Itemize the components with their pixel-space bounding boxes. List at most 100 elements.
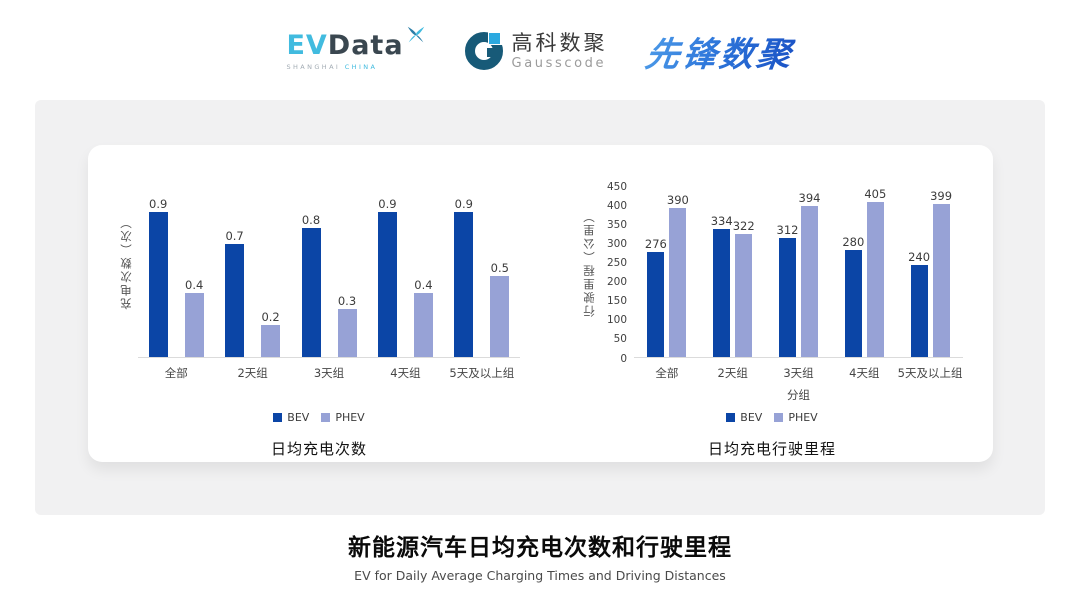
bar-bev (910, 265, 928, 357)
x-axis-categories: 全部 2天组 3天组 4天组 5天及以上组 (138, 365, 520, 384)
y-tick-label: 400 (606, 199, 627, 212)
legend-marker-bev (273, 412, 283, 422)
bar-bev (713, 229, 731, 357)
x-category-label: 3天组 (783, 366, 814, 380)
legend-label: BEV (287, 410, 310, 424)
gausscode-name-cn: 高科数聚 (511, 30, 608, 55)
legend-item: PHEV (321, 410, 365, 426)
y-tick-label: 350 (606, 218, 627, 231)
bar-with-label: 280 (842, 234, 865, 357)
bar-with-label: 334 (710, 213, 733, 357)
x-category-label: 全部 (655, 366, 679, 380)
legend-item: BEV (273, 410, 309, 426)
chart-title: 日均充电行驶里程 (707, 440, 836, 459)
bar-value-label: 405 (864, 186, 887, 201)
caption: 新能源汽车日均充电次数和行驶里程 EV for Daily Average Ch… (0, 528, 1080, 583)
bar-value-label: 276 (644, 236, 667, 251)
charts-panel: 充电次数（次） 0.9 0.4 0.7 0.2 0.8 0.3 0.9 0.4 0.9 0.5 全… (88, 145, 993, 462)
legend-item: BEV (726, 410, 762, 426)
x-category-label: 2天组 (237, 366, 268, 380)
bar-group: 276 390 (634, 186, 700, 357)
bar-with-label: 390 (666, 192, 689, 357)
y-tick-label: 450 (606, 180, 627, 193)
bar-with-label: 399 (930, 190, 952, 357)
gausscode-logo-icon (464, 32, 503, 70)
legend: BEV PHEV (118, 410, 520, 426)
bar-value-label: 280 (842, 234, 865, 249)
page-title: 新能源汽车日均充电次数和行驶里程 (348, 535, 732, 561)
x-category-label: 5天及以上组 (897, 366, 963, 380)
bar-phev (669, 208, 687, 357)
bar-with-label: 0.4 (184, 277, 204, 357)
bar-bev (148, 212, 168, 357)
bar-with-label: 0.7 (225, 228, 245, 357)
y-tick-label: 300 (606, 237, 627, 250)
legend-marker-bev (726, 412, 736, 422)
bar-with-label: 0.2 (261, 309, 281, 357)
gausscode-name-en: Gausscode (511, 55, 607, 71)
x-category-label: 全部 (164, 366, 188, 380)
y-axis-label: 充电次数（次） (119, 215, 133, 310)
plot-area: 0.9 0.4 0.7 0.2 0.8 0.3 0.9 0.4 0.9 0.5 (138, 197, 520, 358)
bar-group: 0.7 0.2 (214, 197, 290, 357)
bar-with-label: 0.5 (490, 260, 510, 357)
bar-value-label: 0.5 (490, 260, 509, 275)
bar-value-label: 0.4 (414, 277, 433, 292)
bar-bev (454, 212, 474, 357)
bar-with-label: 405 (864, 186, 887, 357)
bar-with-label: 0.9 (454, 198, 474, 357)
bar-bev (301, 228, 321, 357)
y-axis-label: 行驶里程（公里） (582, 208, 596, 317)
bar-value-label: 0.2 (261, 309, 280, 324)
x-category-label: 3天组 (313, 366, 345, 380)
bar-phev (184, 293, 204, 357)
logo-bar: EV Data SHANGHAI CHINA 高科数聚 Gausscode 先锋… (0, 0, 1080, 78)
bar-phev (490, 276, 510, 357)
x-axis-label: 分组 (787, 387, 810, 402)
bar-value-label: 0.9 (149, 196, 168, 211)
bar-bev (647, 252, 665, 357)
bar-with-label: 322 (733, 220, 755, 357)
y-tick-label: 50 (613, 333, 627, 346)
chart-daily-driving-distance: 行驶里程（公里） 0 50 100 150 200 250 300 350 400 450 276… (581, 167, 963, 462)
bar-value-label: 0.7 (225, 228, 244, 243)
bar-phev (261, 325, 281, 357)
x-category-label: 4天组 (849, 366, 880, 380)
x-axis-label (138, 387, 520, 404)
legend: BEV PHEV (581, 410, 963, 426)
bar-bev (844, 250, 862, 357)
bar-phev (932, 204, 950, 357)
bar-phev (735, 234, 753, 357)
legend-marker-phev (774, 412, 784, 422)
y-axis-ticks: 0 50 100 150 200 250 300 350 400 450 (601, 181, 627, 363)
bar-group: 312 394 (766, 186, 832, 357)
bar-value-label: 334 (710, 213, 733, 228)
bar-phev (866, 202, 884, 357)
legend-marker-phev (321, 412, 331, 422)
x-category-label: 4天组 (390, 366, 421, 380)
y-tick-label: 0 (620, 352, 627, 365)
chart-title: 日均充电次数 (270, 440, 367, 459)
page-subtitle: EV for Daily Average Charging Times and … (354, 568, 726, 583)
plot-area: 276 390 334 322 312 394 280 405 240 399 (634, 186, 963, 358)
bar-group: 0.8 0.3 (291, 197, 367, 357)
bar-value-label: 240 (908, 249, 931, 264)
bar-bev (377, 212, 397, 357)
bar-value-label: 0.8 (301, 212, 321, 227)
gausscode-logo: 高科数聚 Gausscode (464, 30, 608, 71)
evdata-logo-subtitle: SHANGHAI CHINA (286, 62, 378, 71)
legend-item: PHEV (774, 410, 818, 426)
y-tick-label: 100 (606, 314, 627, 327)
xianfeng-logo: 先锋数聚 (642, 27, 797, 76)
bar-with-label: 0.3 (337, 295, 357, 357)
bar-with-label: 394 (798, 190, 821, 357)
evdata-logo: EV Data SHANGHAI CHINA (286, 26, 426, 71)
bar-bev (778, 238, 796, 357)
bar-value-label: 0.4 (185, 277, 204, 292)
bar-with-label: 240 (908, 249, 931, 357)
bar-group: 334 322 (700, 186, 766, 357)
bar-value-label: 390 (666, 192, 689, 207)
legend-label: BEV (740, 410, 763, 424)
bar-group: 240 399 (897, 186, 963, 357)
bar-value-label: 394 (798, 190, 821, 205)
